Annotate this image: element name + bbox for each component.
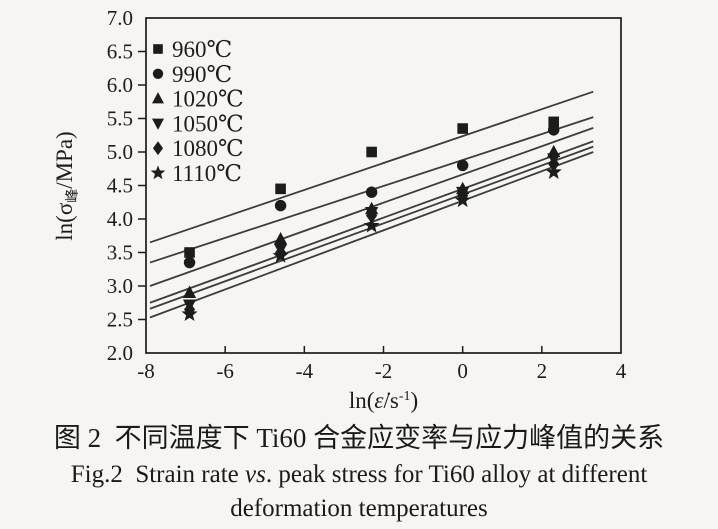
legend-label: 990℃ — [172, 62, 232, 87]
legend-marker-5 — [150, 165, 166, 180]
y-tick-label: 4.0 — [107, 207, 133, 231]
x-tick-label: -2 — [375, 359, 393, 383]
caption-en-vs: vs — [245, 461, 266, 488]
x-tick-label: 2 — [537, 359, 548, 383]
caption-english-line1: Fig.2 Strain rate vs. peak stress for Ti… — [0, 458, 718, 491]
data-point-series-0 — [457, 123, 468, 134]
y-tick-label: 6.5 — [107, 40, 133, 64]
data-point-series-5 — [181, 305, 198, 321]
legend-marker-1 — [152, 68, 164, 79]
legend-marker-0 — [153, 44, 163, 54]
data-point-series-2 — [273, 231, 288, 245]
caption-en-prefix: Fig.2 Strain rate — [70, 461, 246, 488]
y-tick-label: 7.0 — [107, 6, 133, 30]
legend-marker-4 — [152, 141, 164, 156]
y-tick-label: 6.0 — [107, 73, 133, 97]
data-point-series-0 — [184, 247, 195, 258]
data-point-series-1 — [365, 186, 378, 198]
y-tick-label: 2.5 — [107, 308, 133, 332]
legend-label: 1080℃ — [172, 136, 244, 161]
data-point-series-2 — [182, 285, 197, 298]
y-tick-label: 2.0 — [107, 341, 133, 365]
data-point-series-0 — [366, 146, 377, 158]
y-tick-label: 3.0 — [107, 274, 133, 298]
legend-label: 1050℃ — [172, 111, 244, 136]
legend-label: 1020℃ — [172, 87, 244, 112]
caption-en-suffix: . peak stress for Ti60 alloy at differen… — [265, 461, 648, 488]
x-tick-label: -6 — [216, 359, 234, 383]
caption-chinese: 图 2 不同温度下 Ti60 合金应变率与应力峰值的关系 — [53, 423, 665, 453]
y-tick-label: 4.5 — [107, 174, 133, 198]
legend-marker-3 — [152, 118, 164, 130]
data-point-series-0 — [548, 116, 560, 128]
data-point-series-0 — [275, 183, 286, 195]
x-tick-label: 4 — [616, 359, 627, 383]
legend-label: 960℃ — [172, 37, 232, 62]
legend-marker-2 — [152, 92, 164, 104]
legend-label: 1110℃ — [172, 161, 242, 186]
data-point-series-5 — [545, 163, 562, 179]
data-point-series-1 — [274, 199, 287, 212]
scatter-chart: -8 -6 -4 -2 0 2 4 2.0 2.5 3.0 3.5 4.0 4.5 5.0 5.5 6.0 6.… — [52, 6, 627, 413]
x-tick-label: 0 — [457, 359, 468, 383]
caption-english-line2: deformation temperatures — [230, 495, 488, 522]
data-point-series-1 — [183, 256, 196, 269]
data-point-series-5 — [363, 217, 380, 233]
fit-line-series-5 — [149, 151, 594, 319]
fit-line-series-0 — [149, 90, 594, 244]
x-tick-label: -8 — [137, 359, 155, 383]
y-tick-label: 3.5 — [107, 241, 133, 265]
y-tick-label: 5.5 — [107, 107, 133, 131]
data-point-series-4 — [366, 207, 378, 224]
data-point-series-5 — [454, 191, 471, 208]
data-point-series-1 — [456, 159, 469, 172]
data-point-series-1 — [547, 124, 560, 136]
x-axis-label: ln(ε̇/s-1) — [349, 388, 418, 413]
y-tick-label: 5.0 — [107, 140, 133, 164]
x-tick-label: -4 — [296, 359, 314, 383]
data-point-series-5 — [272, 247, 289, 263]
y-axis-label: ln(σ峰/MPa) — [52, 131, 81, 240]
